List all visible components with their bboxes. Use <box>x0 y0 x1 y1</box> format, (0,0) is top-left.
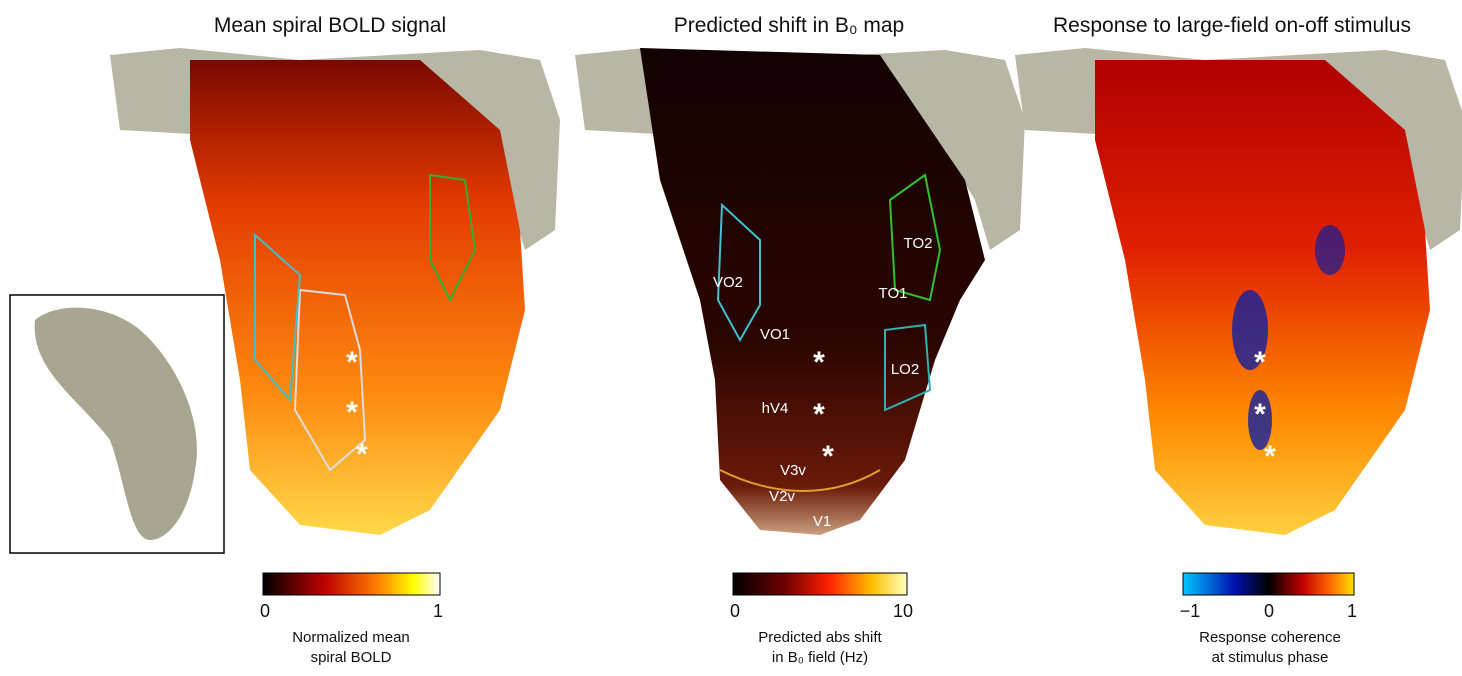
asterisk: * <box>813 346 825 379</box>
roi-label: V3v <box>780 462 806 479</box>
colorbar-tick: 0 <box>1264 601 1274 621</box>
colorbar <box>263 573 440 595</box>
panel-title: Response to large-field on-off stimulus <box>1053 14 1411 37</box>
panel-1: Mean spiral BOLD signal * * * 0 1 Normal… <box>10 14 560 666</box>
colorbar-caption: at stimulus phase <box>1212 649 1329 666</box>
asterisk: * <box>356 438 368 471</box>
colorbar <box>1183 573 1354 595</box>
colorbar-tick: −1 <box>1180 601 1201 621</box>
colorbar-tick: 0 <box>260 601 270 621</box>
asterisk: * <box>346 346 358 379</box>
roi-label: hV4 <box>762 400 789 417</box>
asterisk: * <box>1264 440 1276 473</box>
roi-label: V1 <box>813 513 831 530</box>
asterisk: * <box>1254 398 1266 431</box>
colorbar-tick: 0 <box>730 601 740 621</box>
colorbar-caption: spiral BOLD <box>311 649 392 666</box>
negative-region <box>1315 225 1345 275</box>
roi-label: LO2 <box>891 361 919 378</box>
figure: Mean spiral BOLD signal * * * 0 1 Normal… <box>0 0 1462 671</box>
colorbar-tick: 10 <box>893 601 913 621</box>
roi-label: TO1 <box>879 285 908 302</box>
panel-3: Response to large-field on-off stimulus … <box>1015 14 1462 666</box>
roi-label: VO2 <box>713 274 743 291</box>
roi-label: TO2 <box>904 235 933 252</box>
asterisk: * <box>822 440 834 473</box>
asterisk: * <box>813 398 825 431</box>
panel-2: Predicted shift in B₀ map VO2 VO1 hV4 V3… <box>575 14 1025 666</box>
asterisk: * <box>1254 346 1266 379</box>
asterisk: * <box>346 396 358 429</box>
panel-title: Mean spiral BOLD signal <box>214 14 446 37</box>
coherence-map <box>1095 60 1430 535</box>
colorbar-caption: Normalized mean <box>292 629 410 646</box>
colorbar-tick: 1 <box>1347 601 1357 621</box>
roi-label: VO1 <box>760 326 790 343</box>
colorbar-tick: 1 <box>433 601 443 621</box>
colorbar-caption: Predicted abs shift <box>758 629 882 646</box>
colorbar-caption: Response coherence <box>1199 629 1341 646</box>
roi-label: V2v <box>769 488 795 505</box>
colorbar <box>733 573 907 595</box>
colorbar-caption: in B₀ field (Hz) <box>772 649 868 666</box>
panel-title: Predicted shift in B₀ map <box>674 14 905 37</box>
